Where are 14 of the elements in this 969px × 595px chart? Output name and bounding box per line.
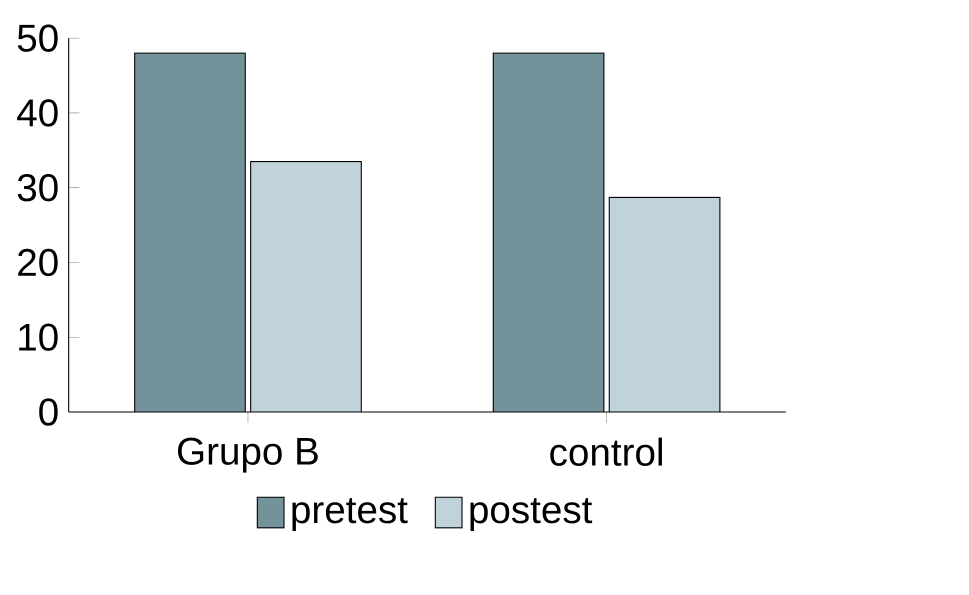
legend-label: postest — [470, 498, 592, 531]
x-tick-label: Grupo B — [178, 438, 318, 473]
bar — [250, 161, 362, 412]
y-tick-label: 10 — [19, 324, 58, 351]
bar — [608, 196, 720, 412]
y-tick-label: 30 — [18, 174, 58, 202]
x-tick-label: control — [550, 438, 662, 466]
y-tick-label: 40 — [17, 99, 58, 127]
legend-label: pretest — [292, 498, 408, 531]
y-tick-label: 0 — [39, 398, 58, 426]
bar — [134, 53, 246, 412]
bar — [492, 52, 604, 412]
y-tick-label: 20 — [18, 248, 58, 276]
y-tick-label: 50 — [18, 24, 58, 52]
